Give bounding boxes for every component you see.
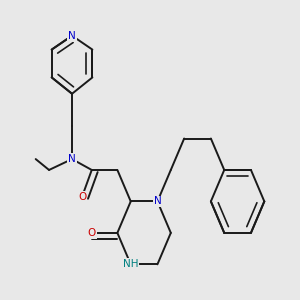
- Text: O: O: [78, 192, 86, 202]
- Text: N: N: [68, 31, 76, 41]
- Text: N: N: [154, 196, 161, 206]
- Text: O: O: [88, 228, 96, 238]
- Text: N: N: [68, 154, 76, 164]
- Text: NH: NH: [123, 259, 139, 269]
